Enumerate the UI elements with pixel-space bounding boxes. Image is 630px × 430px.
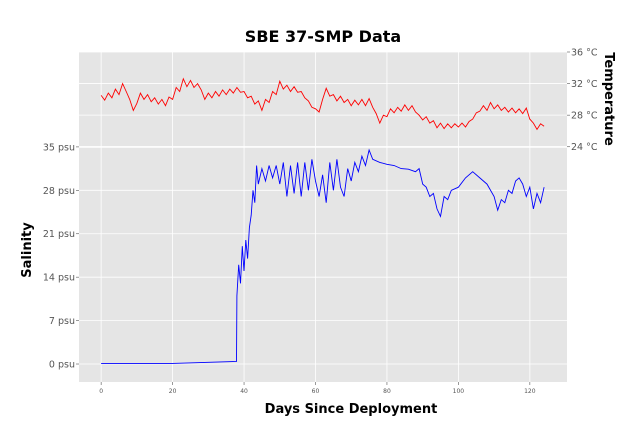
x-tick-label: 20 — [169, 388, 177, 395]
x-axis-label: Days Since Deployment — [265, 402, 438, 417]
y2-tick-label: 28 °C — [571, 111, 598, 122]
chart-title: SBE 37-SMP Data — [245, 27, 401, 46]
x-tick-label: 100 — [453, 388, 465, 395]
y-tick-label: 28 psu — [43, 186, 75, 197]
plot-area — [79, 52, 567, 382]
y-tick-label: 0 psu — [49, 360, 75, 371]
y2-tick-label: 24 °C — [571, 142, 598, 153]
x-tick-label: 40 — [240, 388, 248, 395]
y2-tick-label: 36 °C — [571, 48, 598, 59]
y-tick-label: 14 psu — [43, 273, 75, 284]
y-tick-label: 35 psu — [43, 142, 75, 153]
x-tick-label: 120 — [524, 388, 536, 395]
x-tick-label: 80 — [383, 388, 391, 395]
y-axis-label: Salinity — [20, 222, 35, 278]
y2-axis-label: Temperature — [601, 52, 616, 146]
y2-tick-label: 32 °C — [571, 79, 598, 90]
x-tick-label: 0 — [99, 388, 103, 395]
y-tick-label: 21 psu — [43, 229, 75, 240]
salinity-line — [101, 148, 545, 364]
y-tick-label: 7 psu — [49, 316, 75, 327]
temperature-line — [100, 77, 545, 131]
x-tick-label: 60 — [312, 388, 320, 395]
